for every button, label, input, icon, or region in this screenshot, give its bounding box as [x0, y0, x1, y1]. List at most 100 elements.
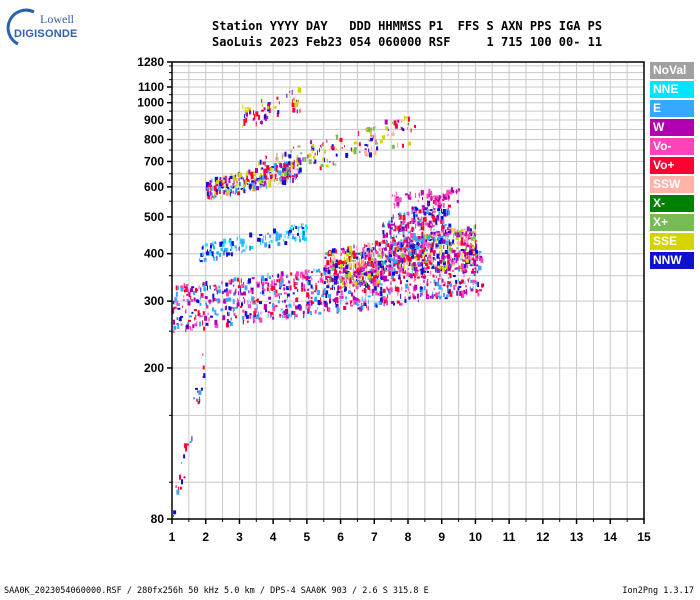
data-point	[477, 292, 480, 297]
data-point	[407, 194, 410, 199]
data-point	[414, 273, 416, 279]
data-point	[429, 295, 432, 299]
data-point	[214, 319, 218, 325]
data-point	[473, 246, 475, 251]
data-point	[450, 263, 452, 269]
data-point	[432, 274, 435, 278]
data-point	[202, 282, 205, 286]
data-point	[246, 320, 249, 323]
data-point	[364, 252, 367, 255]
data-point	[473, 228, 475, 234]
data-point	[207, 285, 208, 291]
data-point	[269, 276, 271, 280]
data-point	[465, 237, 469, 243]
data-point	[324, 287, 326, 293]
data-point	[309, 311, 312, 315]
data-point	[414, 214, 415, 220]
data-point	[225, 288, 228, 294]
data-point	[229, 280, 232, 283]
data-point	[327, 306, 328, 311]
data-point	[455, 190, 458, 193]
data-point	[219, 184, 221, 187]
data-point	[259, 175, 261, 179]
data-point	[426, 266, 430, 270]
data-point	[269, 290, 271, 293]
data-point	[358, 130, 360, 136]
data-point	[403, 239, 407, 243]
data-point	[413, 266, 415, 271]
data-point	[345, 258, 349, 263]
data-point	[261, 175, 262, 180]
data-point	[364, 149, 368, 155]
data-point	[388, 250, 390, 256]
data-point	[431, 255, 433, 261]
data-point	[295, 158, 298, 163]
data-point	[404, 289, 407, 292]
data-point	[303, 283, 306, 289]
data-point	[445, 294, 449, 298]
data-point	[464, 291, 466, 294]
data-point	[173, 319, 175, 325]
legend-item-x-: X-	[650, 195, 694, 212]
data-point	[481, 283, 484, 288]
data-point	[439, 260, 443, 264]
data-point	[245, 178, 248, 182]
data-point	[408, 141, 411, 146]
data-point	[417, 199, 419, 202]
data-point	[432, 211, 433, 214]
data-point	[294, 103, 298, 108]
data-point	[213, 185, 217, 191]
data-point	[404, 224, 407, 229]
data-point	[394, 123, 398, 129]
data-point	[476, 264, 479, 267]
data-point	[374, 304, 377, 307]
data-point	[272, 316, 275, 320]
data-point	[432, 199, 435, 204]
data-point	[373, 252, 375, 258]
data-point	[310, 300, 313, 306]
data-point	[447, 234, 449, 238]
data-point	[369, 253, 373, 258]
data-point	[372, 243, 373, 246]
data-point	[432, 215, 435, 219]
data-point	[284, 241, 288, 246]
data-point	[269, 167, 273, 172]
data-point	[446, 291, 449, 294]
data-point	[421, 227, 423, 231]
data-point	[411, 266, 415, 270]
data-point	[297, 297, 299, 299]
data-point	[338, 271, 342, 274]
data-point	[334, 260, 336, 264]
data-point	[396, 202, 400, 207]
data-point	[270, 239, 273, 243]
data-point	[376, 274, 377, 278]
digisonde-logo: Lowell DIGISONDE	[4, 6, 84, 50]
data-point	[427, 223, 431, 228]
data-point	[463, 264, 467, 269]
data-point	[325, 263, 329, 269]
data-point	[452, 243, 455, 246]
data-point	[435, 244, 439, 247]
data-point	[259, 159, 262, 165]
data-point	[431, 242, 435, 245]
footer-file-info: SAA0K_2023054060000.RSF / 280fx256h 50 k…	[4, 586, 429, 596]
data-point	[349, 260, 351, 264]
data-point	[407, 211, 410, 216]
data-point	[230, 245, 233, 250]
data-point	[366, 153, 370, 157]
data-point	[216, 189, 219, 195]
data-point	[344, 145, 345, 148]
data-point	[345, 261, 347, 264]
data-point	[374, 245, 376, 251]
data-point	[316, 290, 320, 295]
data-point	[248, 290, 250, 294]
data-point	[332, 298, 335, 301]
data-point	[198, 390, 202, 396]
data-point	[412, 293, 414, 298]
data-point	[274, 173, 277, 177]
data-point	[467, 242, 469, 247]
data-point	[249, 232, 253, 238]
data-point	[234, 185, 237, 188]
data-point	[367, 273, 371, 279]
data-point	[404, 296, 406, 299]
